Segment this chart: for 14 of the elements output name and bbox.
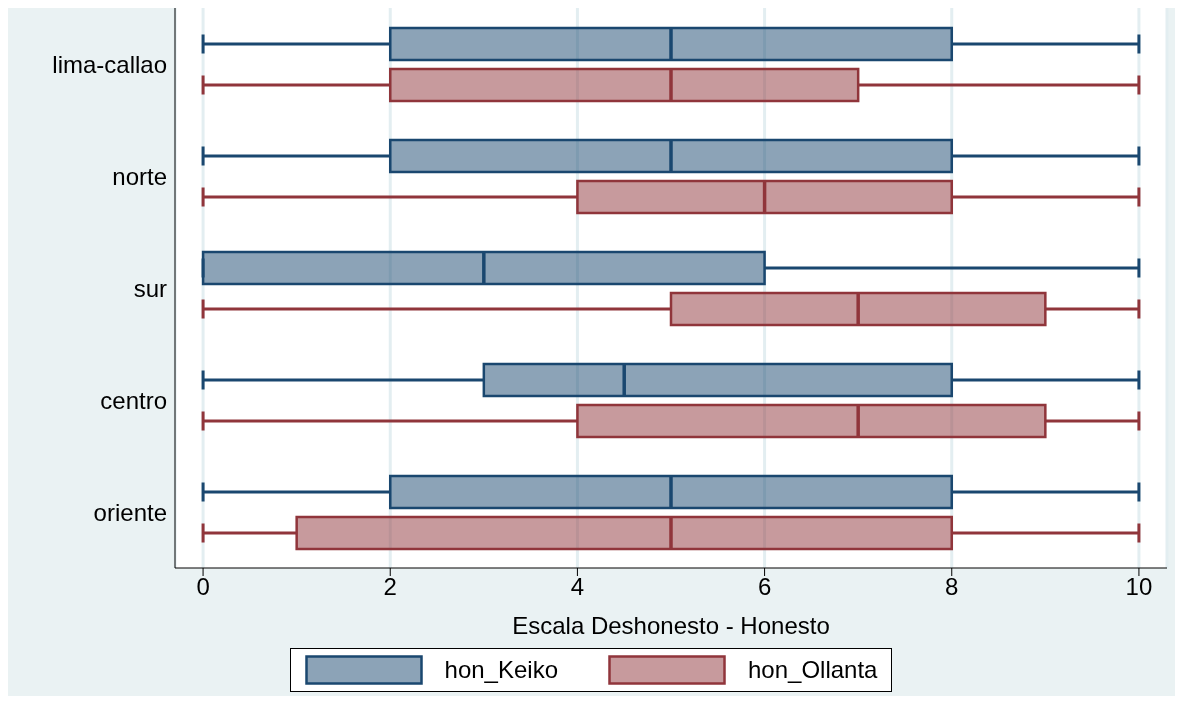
- x-tick-label: 4: [570, 573, 585, 601]
- x-tick-label: 10: [1125, 573, 1153, 601]
- legend-label: hon_Keiko: [444, 656, 558, 684]
- y-tick-label: lima-callao: [52, 50, 167, 78]
- x-tick-label: 8: [945, 573, 959, 601]
- legend-label: hon_Ollanta: [748, 656, 878, 684]
- y-tick-label: norte: [112, 162, 167, 190]
- x-tick-label: 0: [196, 573, 210, 601]
- y-tick-label: centro: [100, 386, 167, 414]
- x-axis-title: Escala Deshonesto - Honesto: [512, 612, 830, 639]
- x-tick-label: 2: [383, 573, 397, 601]
- y-tick-label: sur: [133, 274, 167, 302]
- y-tick-label: oriente: [93, 498, 167, 526]
- x-tick-label: 6: [757, 573, 772, 601]
